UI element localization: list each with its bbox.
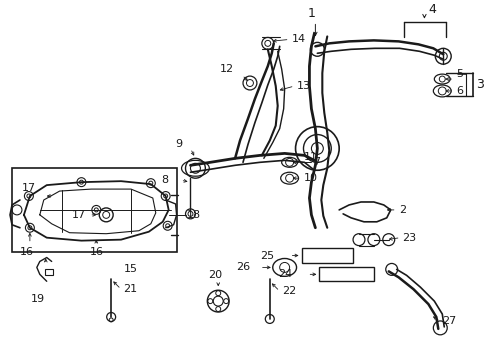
Text: 1: 1 xyxy=(307,7,315,20)
Text: 19: 19 xyxy=(31,294,45,304)
Text: 25: 25 xyxy=(259,251,273,261)
Text: 15: 15 xyxy=(124,264,138,274)
Text: —: — xyxy=(455,69,465,79)
Text: 8: 8 xyxy=(161,175,168,185)
Text: 9: 9 xyxy=(175,139,182,149)
Text: 5: 5 xyxy=(455,69,462,79)
Text: 18: 18 xyxy=(186,210,200,220)
Text: 17: 17 xyxy=(71,210,85,220)
Text: 16: 16 xyxy=(20,247,34,257)
Text: 26: 26 xyxy=(235,262,249,273)
Text: 21: 21 xyxy=(123,284,137,294)
Text: 27: 27 xyxy=(441,316,456,326)
Text: 2: 2 xyxy=(398,205,405,215)
Text: 13: 13 xyxy=(296,81,310,91)
Bar xyxy=(301,248,352,264)
Text: 14: 14 xyxy=(291,35,305,44)
Text: 4: 4 xyxy=(427,3,435,16)
Text: 10: 10 xyxy=(303,173,317,183)
Text: 16: 16 xyxy=(89,247,103,257)
Text: 12: 12 xyxy=(220,64,234,74)
Text: 17: 17 xyxy=(22,183,36,193)
Text: 20: 20 xyxy=(208,270,222,280)
Bar xyxy=(45,269,53,275)
Text: 22: 22 xyxy=(281,286,295,296)
Text: 24: 24 xyxy=(277,269,291,279)
Bar xyxy=(12,168,176,252)
Text: 11: 11 xyxy=(303,152,317,162)
Text: 3: 3 xyxy=(475,77,483,90)
Text: 7: 7 xyxy=(313,157,320,167)
Text: 6: 6 xyxy=(455,86,462,96)
Text: 23: 23 xyxy=(402,233,416,243)
Bar xyxy=(319,267,373,281)
